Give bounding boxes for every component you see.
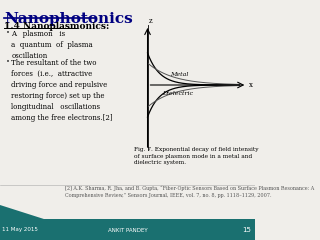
Text: [2] A.K. Sharma, R. Jha, and B. Gupta, “Fiber-Optic Sensors Based on Surface Pla: [2] A.K. Sharma, R. Jha, and B. Gupta, “…: [65, 186, 315, 198]
Text: Metal: Metal: [170, 72, 188, 77]
Text: •: •: [6, 59, 10, 65]
Text: Nanophotonics: Nanophotonics: [4, 12, 133, 26]
Text: z: z: [149, 17, 153, 25]
Text: Dielectric: Dielectric: [162, 91, 193, 96]
Text: Fig. 7. Exponential decay of field intensity
of surface plasmon mode in a metal : Fig. 7. Exponential decay of field inten…: [134, 147, 259, 165]
Text: 15: 15: [242, 227, 251, 233]
Text: The resultant of the two
forces  (i.e.,  attractive
driving force and repulsive
: The resultant of the two forces (i.e., a…: [11, 59, 113, 122]
Text: 1.4 Nanoplasmonics:: 1.4 Nanoplasmonics:: [4, 22, 109, 31]
Polygon shape: [0, 205, 44, 219]
Text: x: x: [249, 81, 253, 89]
Bar: [0, 219, 255, 240]
Text: A   plasmon   is
a  quantum  of  plasma
oscillation: A plasmon is a quantum of plasma oscilla…: [11, 30, 93, 60]
Text: 11 May 2015: 11 May 2015: [2, 228, 38, 233]
Text: ANKIT PANDEY: ANKIT PANDEY: [108, 228, 148, 233]
Text: •: •: [6, 30, 10, 36]
